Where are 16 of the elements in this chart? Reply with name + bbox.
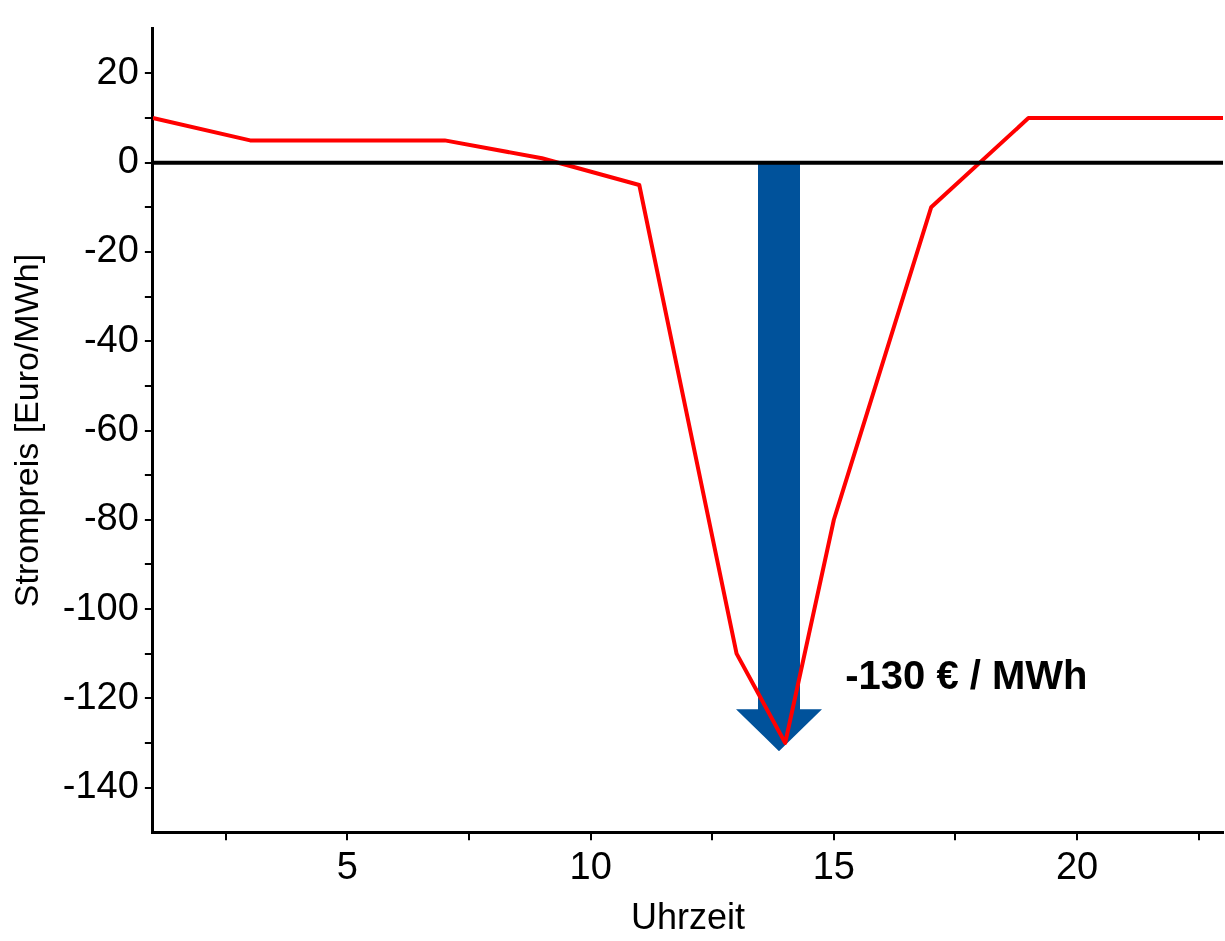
x-tick-label: 20 xyxy=(1055,845,1099,888)
y-tick-label: -140 xyxy=(62,764,139,807)
y-tick-label: 20 xyxy=(96,49,139,92)
annotation: -130 € / MWh xyxy=(845,652,1088,697)
y-tick-label: -120 xyxy=(62,674,139,717)
y-tick-label: -40 xyxy=(83,317,139,360)
y-tick-label: -20 xyxy=(83,228,139,271)
y-tick-label: -60 xyxy=(83,406,139,449)
y-tick-label: 0 xyxy=(117,139,139,182)
x-tick-label: 15 xyxy=(812,845,855,888)
x-tick-label: 10 xyxy=(569,845,612,888)
y-tick-label: -80 xyxy=(83,496,139,539)
x-axis-title: Uhrzeit xyxy=(630,896,745,938)
y-tick-label: -100 xyxy=(62,585,139,628)
x-tick-label: 5 xyxy=(336,845,358,888)
y-axis-title: Strompreis [Euro/MWh] xyxy=(6,253,45,608)
